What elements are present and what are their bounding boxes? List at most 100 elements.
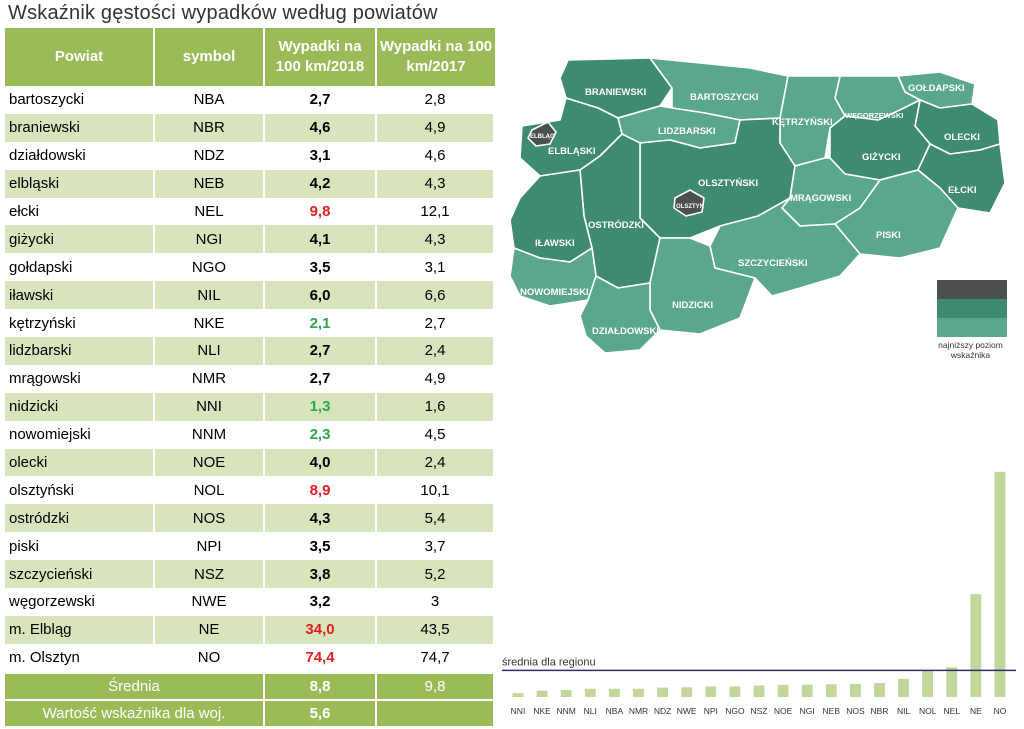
cell-symbol: NMR [155,364,265,393]
cell-2017: 43,5 [377,615,495,644]
region-map: BRANIEWSKI BARTOSZYCKI GOŁDAPSKI WĘGORZE… [509,57,1006,354]
cell-symbol: NBA [155,86,265,114]
cell-2017: 2,4 [377,448,495,477]
bar-NGI [801,684,813,697]
map-label-ilawski: IŁAWSKI [535,238,575,249]
bar-NSZ [753,685,765,697]
cell-2017: 4,9 [377,113,495,142]
cell-2018: 2,7 [265,86,377,114]
cell-2018: 8,9 [265,476,377,505]
cell-2018: 4,6 [265,113,377,142]
average-2017: 9,8 [377,671,495,699]
map-label-braniewski: BRANIEWSKI [585,87,646,98]
cell-powiat: nowomiejski [5,420,155,449]
cell-powiat: giżycki [5,225,155,254]
legend-swatch-dark [937,280,1007,299]
tick-label-NIL: NIL [897,706,911,716]
bar-NMR [633,688,644,697]
cell-2017: 4,5 [377,420,495,449]
bar-NNI [512,693,524,697]
cell-powiat: m. Elbląg [5,615,155,644]
cell-2018: 74,4 [265,643,377,672]
cell-symbol: NOE [155,448,265,477]
cell-symbol: NLI [155,337,265,365]
cell-symbol: NGO [155,253,265,282]
cell-powiat: piski [5,532,155,561]
tick-label-NOE: NOE [774,706,793,716]
cell-powiat: nidzicki [5,392,155,421]
voivodeship-label: Wartość wskaźnika dla woj. [5,698,265,726]
cell-2017: 5,2 [377,560,495,589]
cell-symbol: NBR [155,113,265,142]
cell-2018: 1,3 [265,392,377,421]
cell-2017: 4,9 [377,364,495,393]
map-label-nidzicki: NIDZICKI [672,300,713,311]
cell-2018: 4,2 [265,169,377,198]
cell-symbol: NIL [155,281,265,310]
map-label-ketrzynski: KĘTRZYŃSKI [772,117,833,128]
cell-2018: 2,1 [265,309,377,338]
cell-symbol: NWE [155,588,265,616]
table-row: braniewski NBR 4,6 4,9 [5,113,495,142]
cell-2018: 6,0 [265,281,377,310]
cell-2018: 2,3 [265,420,377,449]
accident-table: Powiat symbol Wypadki na 100 km/2018 Wyp… [5,28,495,726]
cell-2017: 6,6 [377,281,495,310]
bar-NWE [681,687,693,697]
cell-symbol: NEB [155,169,265,198]
tick-label-NSZ: NSZ [751,706,768,716]
cell-powiat: szczycieński [5,560,155,589]
cell-symbol: NDZ [155,141,265,170]
tick-label-NBA: NBA [606,706,624,716]
map-label-dzialdowski: DZIAŁDOWSKI [592,326,659,337]
map-district-olsztyn [673,189,705,217]
cell-powiat: działdowski [5,141,155,170]
cell-symbol: NEL [155,197,265,226]
tick-label-NO: NO [994,706,1007,716]
average-label: Średnia [5,671,265,699]
cell-powiat: braniewski [5,113,155,142]
tick-label-NOL: NOL [919,706,937,716]
cell-2018: 3,5 [265,253,377,282]
tick-label-NKE: NKE [533,706,551,716]
tick-label-NEL: NEL [944,706,961,716]
tick-label-NDZ: NDZ [654,706,671,716]
table-row: mrągowski NMR 2,7 4,9 [5,364,495,393]
bar-NOS [850,684,861,697]
bar-group [512,471,1006,697]
tick-label-NLI: NLI [584,706,597,716]
bar-NBA [609,688,620,697]
cell-2018: 34,0 [265,615,377,644]
cell-2017: 2,4 [377,337,495,365]
cell-powiat: węgorzewski [5,588,155,616]
header-powiat: Powiat [5,28,155,86]
cell-2017: 74,7 [377,643,495,672]
cell-powiat: bartoszycki [5,86,155,114]
map-label-bartoszycki: BARTOSZYCKI [690,92,758,103]
cell-2017: 4,6 [377,141,495,170]
table-row: olecki NOE 4,0 2,4 [5,448,495,477]
map-label-piski: PISKI [876,230,901,241]
cell-2018: 3,1 [265,141,377,170]
cell-2018: 9,8 [265,197,377,226]
bar-NGO [729,686,741,697]
tick-label-NGI: NGI [800,706,815,716]
cell-2018: 3,2 [265,588,377,616]
table-row: gołdapski NGO 3,5 3,1 [5,253,495,282]
bar-NIL [898,678,909,697]
tick-label-NBR: NBR [871,706,889,716]
cell-2018: 3,8 [265,560,377,589]
map-label-mragowski: MRĄGOWSKI [790,193,851,204]
cell-2017: 4,3 [377,225,495,254]
cell-2017: 4,3 [377,169,495,198]
cell-symbol: NOL [155,476,265,505]
table-body: bartoszycki NBA 2,7 2,8 braniewski NBR 4,6 4,9 d… [5,86,495,672]
tick-label-NOS: NOS [846,706,865,716]
bar-NBR [874,683,885,697]
cell-powiat: kętrzyński [5,309,155,338]
tick-label-NPI: NPI [704,706,718,716]
table-row: iławski NIL 6,0 6,6 [5,281,495,310]
cell-powiat: iławski [5,281,155,310]
average-2018: 8,8 [265,671,377,699]
table-row: ostródzki NOS 4,3 5,4 [5,504,495,533]
